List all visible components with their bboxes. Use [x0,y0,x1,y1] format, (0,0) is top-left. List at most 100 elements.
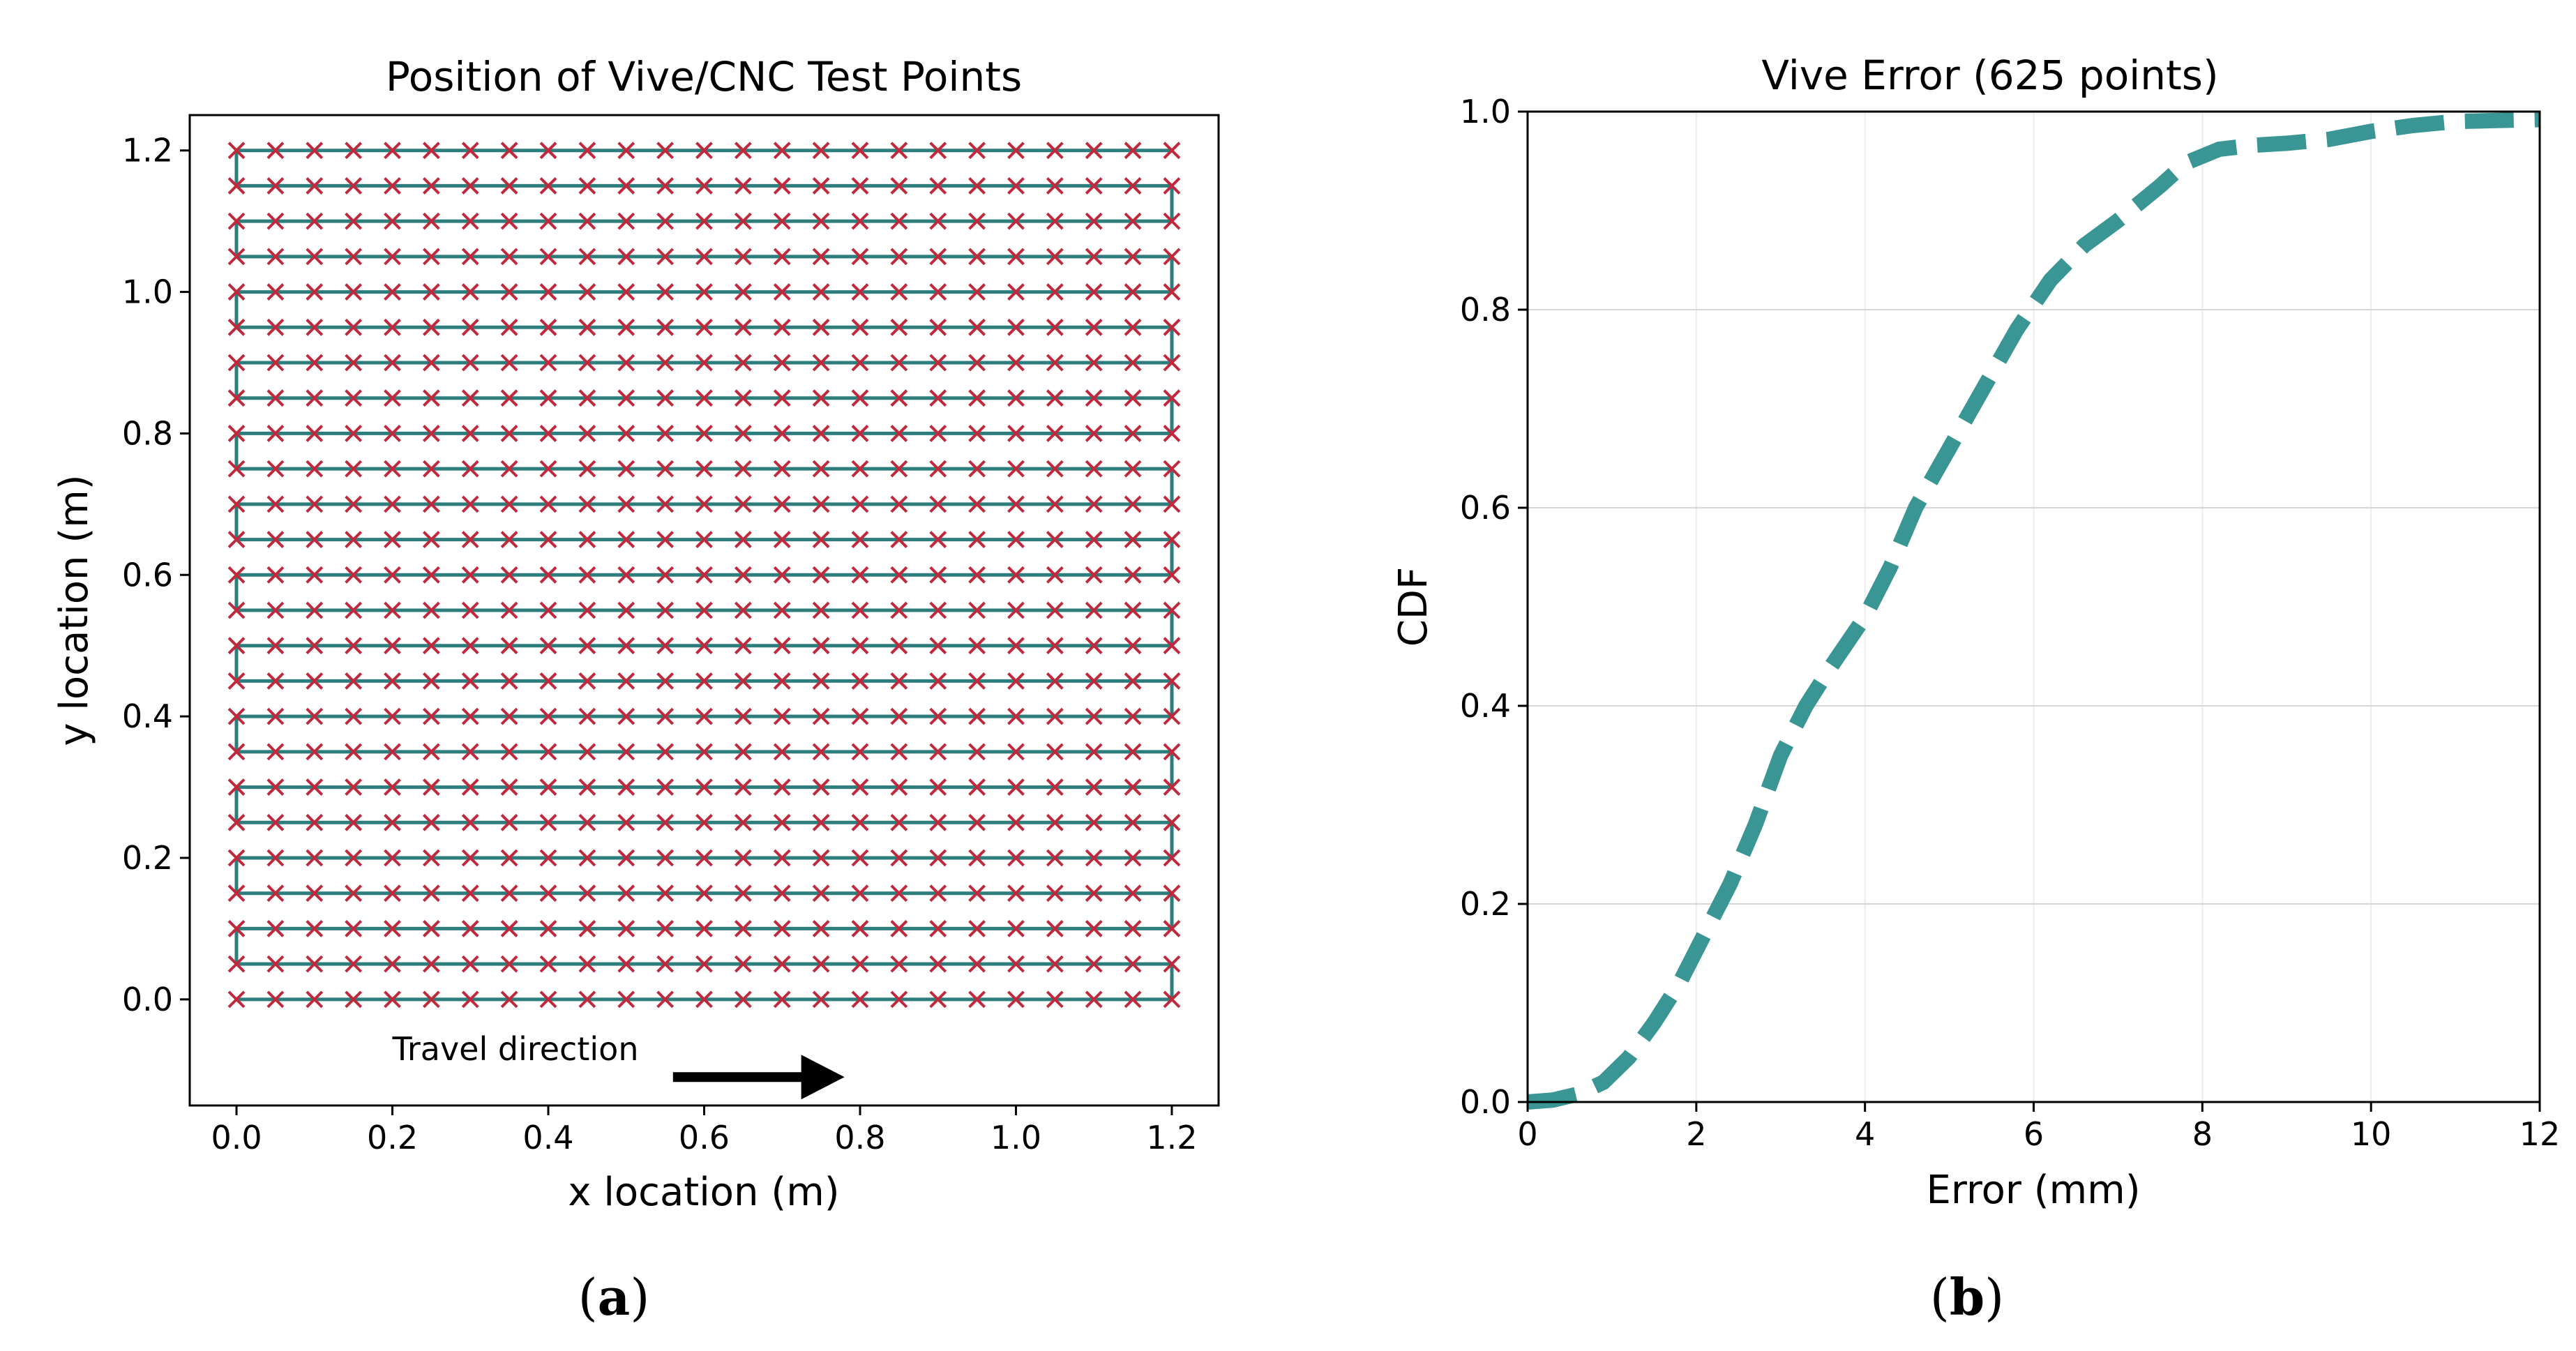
test-point-marker [345,920,363,937]
test-point-marker [1124,566,1142,584]
test-point-marker [539,495,557,513]
test-point-marker [1124,637,1142,655]
test-point-marker [500,495,518,513]
test-point-marker [773,531,791,548]
test-point-marker [384,495,401,513]
x-tick-label: 0 [1517,1115,1537,1153]
test-point-marker [968,248,986,266]
test-point-marker [773,283,791,301]
test-point-marker [773,389,791,407]
test-point-marker [306,707,324,725]
x-tick-label: 1.0 [991,1119,1041,1156]
test-point-marker [890,920,908,937]
test-point-marker [1046,884,1064,903]
test-point-marker [734,637,752,655]
test-point-marker [1046,707,1064,725]
test-point-marker [656,778,675,796]
test-point-marker [1163,389,1181,407]
test-point-marker [1163,990,1181,1009]
test-point-marker [1085,177,1103,195]
test-point-marker [773,425,791,442]
test-point-marker [617,955,635,973]
test-point-marker [695,672,713,690]
test-point-marker [227,990,246,1009]
test-point-marker [266,637,285,655]
test-point-marker [1124,142,1142,160]
test-point-marker [345,672,363,690]
chart-a-test-point-markers [227,142,1181,1009]
test-point-marker [851,248,869,266]
test-point-marker [734,990,752,1009]
test-point-marker [578,566,596,584]
test-point-marker [890,990,908,1009]
test-point-marker [617,460,635,478]
test-point-marker [929,248,947,266]
test-point-marker [227,813,246,831]
chart-b-gridlines [1527,111,2540,1103]
test-point-marker [1007,849,1025,867]
test-point-marker [422,248,440,266]
x-tick-label: 0.8 [834,1119,885,1156]
test-point-marker [656,637,675,655]
test-point-marker [578,495,596,513]
test-point-marker [968,601,986,619]
test-point-marker [617,142,635,160]
test-point-marker [461,142,479,160]
test-point-marker [539,813,557,831]
test-point-marker [1124,743,1142,761]
test-point-marker [306,354,324,372]
test-point-marker [812,389,830,407]
test-point-marker [345,142,363,160]
test-point-marker [1085,460,1103,478]
test-point-marker [539,884,557,903]
test-point-marker [539,707,557,725]
test-point-marker [306,601,324,619]
test-point-marker [500,177,518,195]
test-point-marker [422,495,440,513]
chart-a-y-axis-ticks: 0.0 0.2 0.4 0.6 0.8 1.0 1.2 [122,132,190,1018]
test-point-marker [306,460,324,478]
test-point-marker [539,283,557,301]
test-point-marker [461,920,479,937]
test-point-marker [773,849,791,867]
test-point-marker [266,601,285,619]
test-point-marker [695,566,713,584]
test-point-marker [929,389,947,407]
test-point-marker [1085,637,1103,655]
test-point-marker [1085,743,1103,761]
test-point-marker [306,637,324,655]
test-point-marker [1046,142,1064,160]
chart-a-x-axis-ticks: 0.0 0.2 0.4 0.6 0.8 1.0 1.2 [211,1105,1198,1156]
test-point-marker [773,920,791,937]
test-point-marker [384,672,401,690]
test-point-marker [695,531,713,548]
test-point-marker [929,601,947,619]
test-point-marker [1163,637,1181,655]
test-point-marker [812,990,830,1009]
test-point-marker [500,637,518,655]
test-point-marker [578,990,596,1009]
test-point-marker [578,177,596,195]
test-point-marker [695,955,713,973]
test-point-marker [968,920,986,937]
test-point-marker [695,743,713,761]
test-point-marker [1046,637,1064,655]
test-point-marker [461,495,479,513]
test-point-marker [968,566,986,584]
test-point-marker [266,354,285,372]
test-point-marker [734,778,752,796]
test-point-marker [734,955,752,973]
chart-b-y-axis-ticks: 0.0 0.2 0.4 0.6 0.8 1.0 [1460,93,1528,1121]
test-point-marker [812,283,830,301]
test-point-marker [929,778,947,796]
chart-a-title: Position of Vive/CNC Test Points [386,53,1022,100]
test-point-marker [345,248,363,266]
test-point-marker [1163,672,1181,690]
test-point-marker [461,637,479,655]
test-point-marker [461,813,479,831]
test-point-marker [929,566,947,584]
test-point-marker [695,637,713,655]
test-point-marker [773,813,791,831]
test-point-marker [851,283,869,301]
test-point-marker [227,142,246,160]
